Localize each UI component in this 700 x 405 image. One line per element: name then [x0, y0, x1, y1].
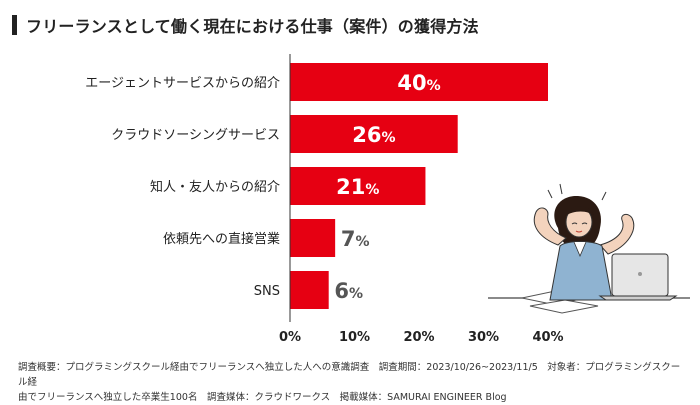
bar	[290, 271, 329, 309]
x-tick-label: 30%	[468, 330, 499, 345]
x-tick-label: 10%	[339, 330, 370, 345]
chart-title-text: フリーランスとして働く現在における仕事（案件）の獲得方法	[26, 17, 479, 36]
category-label: エージェントサービスからの紹介	[85, 76, 280, 91]
bar	[290, 167, 426, 205]
value-label: 26%	[352, 123, 395, 147]
survey-footnote: 調査概要：プログラミングスクール経由でフリーランスへ独立した人への意識調査 調査…	[18, 360, 688, 405]
x-tick-label: 40%	[532, 330, 563, 345]
bar	[290, 115, 458, 153]
x-tick-label: 20%	[403, 330, 434, 345]
value-label: 7%	[341, 227, 370, 251]
footnote-line-1: 調査概要：プログラミングスクール経由でフリーランスへ独立した人への意識調査 調査…	[18, 362, 681, 388]
chart-title: フリーランスとして働く現在における仕事（案件）の獲得方法	[12, 12, 479, 38]
title-accent-bar	[12, 15, 17, 35]
category-label: SNS	[254, 284, 280, 299]
value-label: 21%	[336, 175, 379, 199]
footnote-line-2: 由でフリーランスへ独立した卒業生100名 調査媒体：クラウドワークス 掲載媒体：…	[18, 392, 507, 403]
bar	[290, 219, 336, 257]
category-label: 依頼先への直接営業	[163, 231, 280, 247]
x-tick-label: 0%	[279, 330, 301, 345]
woman-stretching-at-laptop-illustration	[488, 183, 690, 314]
value-label: 40%	[397, 71, 440, 95]
category-label: クラウドソーシングサービス	[111, 128, 280, 143]
bar	[290, 63, 548, 101]
category-label: 知人・友人からの紹介	[150, 179, 280, 195]
value-label: 6%	[334, 279, 363, 303]
